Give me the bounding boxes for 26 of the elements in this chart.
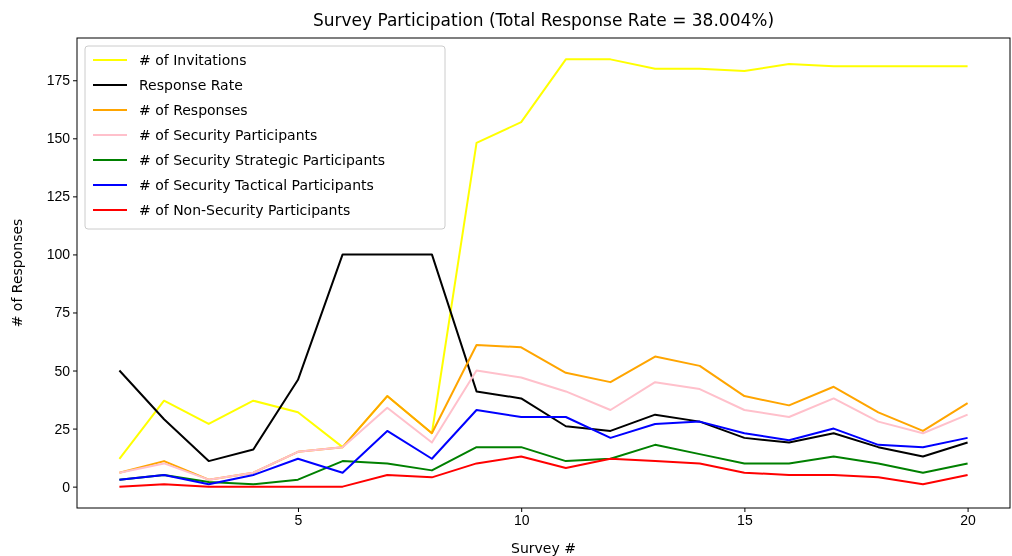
x-tick-label: 5 [294, 511, 303, 528]
legend-label: # of Security Strategic Participants [139, 152, 386, 168]
line-series [118, 409, 969, 486]
legend-label: # of Security Participants [139, 127, 318, 143]
y-tick-label: 100 [46, 246, 71, 263]
y-tick-label: 125 [46, 188, 71, 205]
x-tick-label: 10 [513, 511, 530, 528]
legend-label: Response Rate [139, 77, 243, 93]
line-series [118, 455, 969, 488]
y-tick-label: 0 [62, 478, 71, 495]
legend-label: # of Security Tactical Participants [139, 177, 374, 193]
x-axis-title: Survey # [511, 540, 576, 556]
y-axis-title: # of Responses [9, 218, 25, 328]
y-tick-label: 50 [54, 362, 71, 379]
y-tick-label: 175 [46, 72, 71, 89]
line-series [118, 253, 969, 463]
y-tick-label: 75 [54, 304, 71, 321]
x-tick-label: 20 [960, 511, 977, 528]
chart-title: Survey Participation (Total Response Rate = 38.004%) [312, 10, 775, 30]
line-series [118, 369, 969, 481]
x-tick-label: 15 [737, 511, 753, 528]
legend-label: # of Responses [139, 102, 248, 118]
y-tick-label: 150 [46, 130, 71, 147]
legend-label: # of Non-Security Participants [139, 202, 351, 218]
y-tick-label: 25 [54, 420, 71, 437]
legend-label: # of Invitations [139, 52, 247, 68]
